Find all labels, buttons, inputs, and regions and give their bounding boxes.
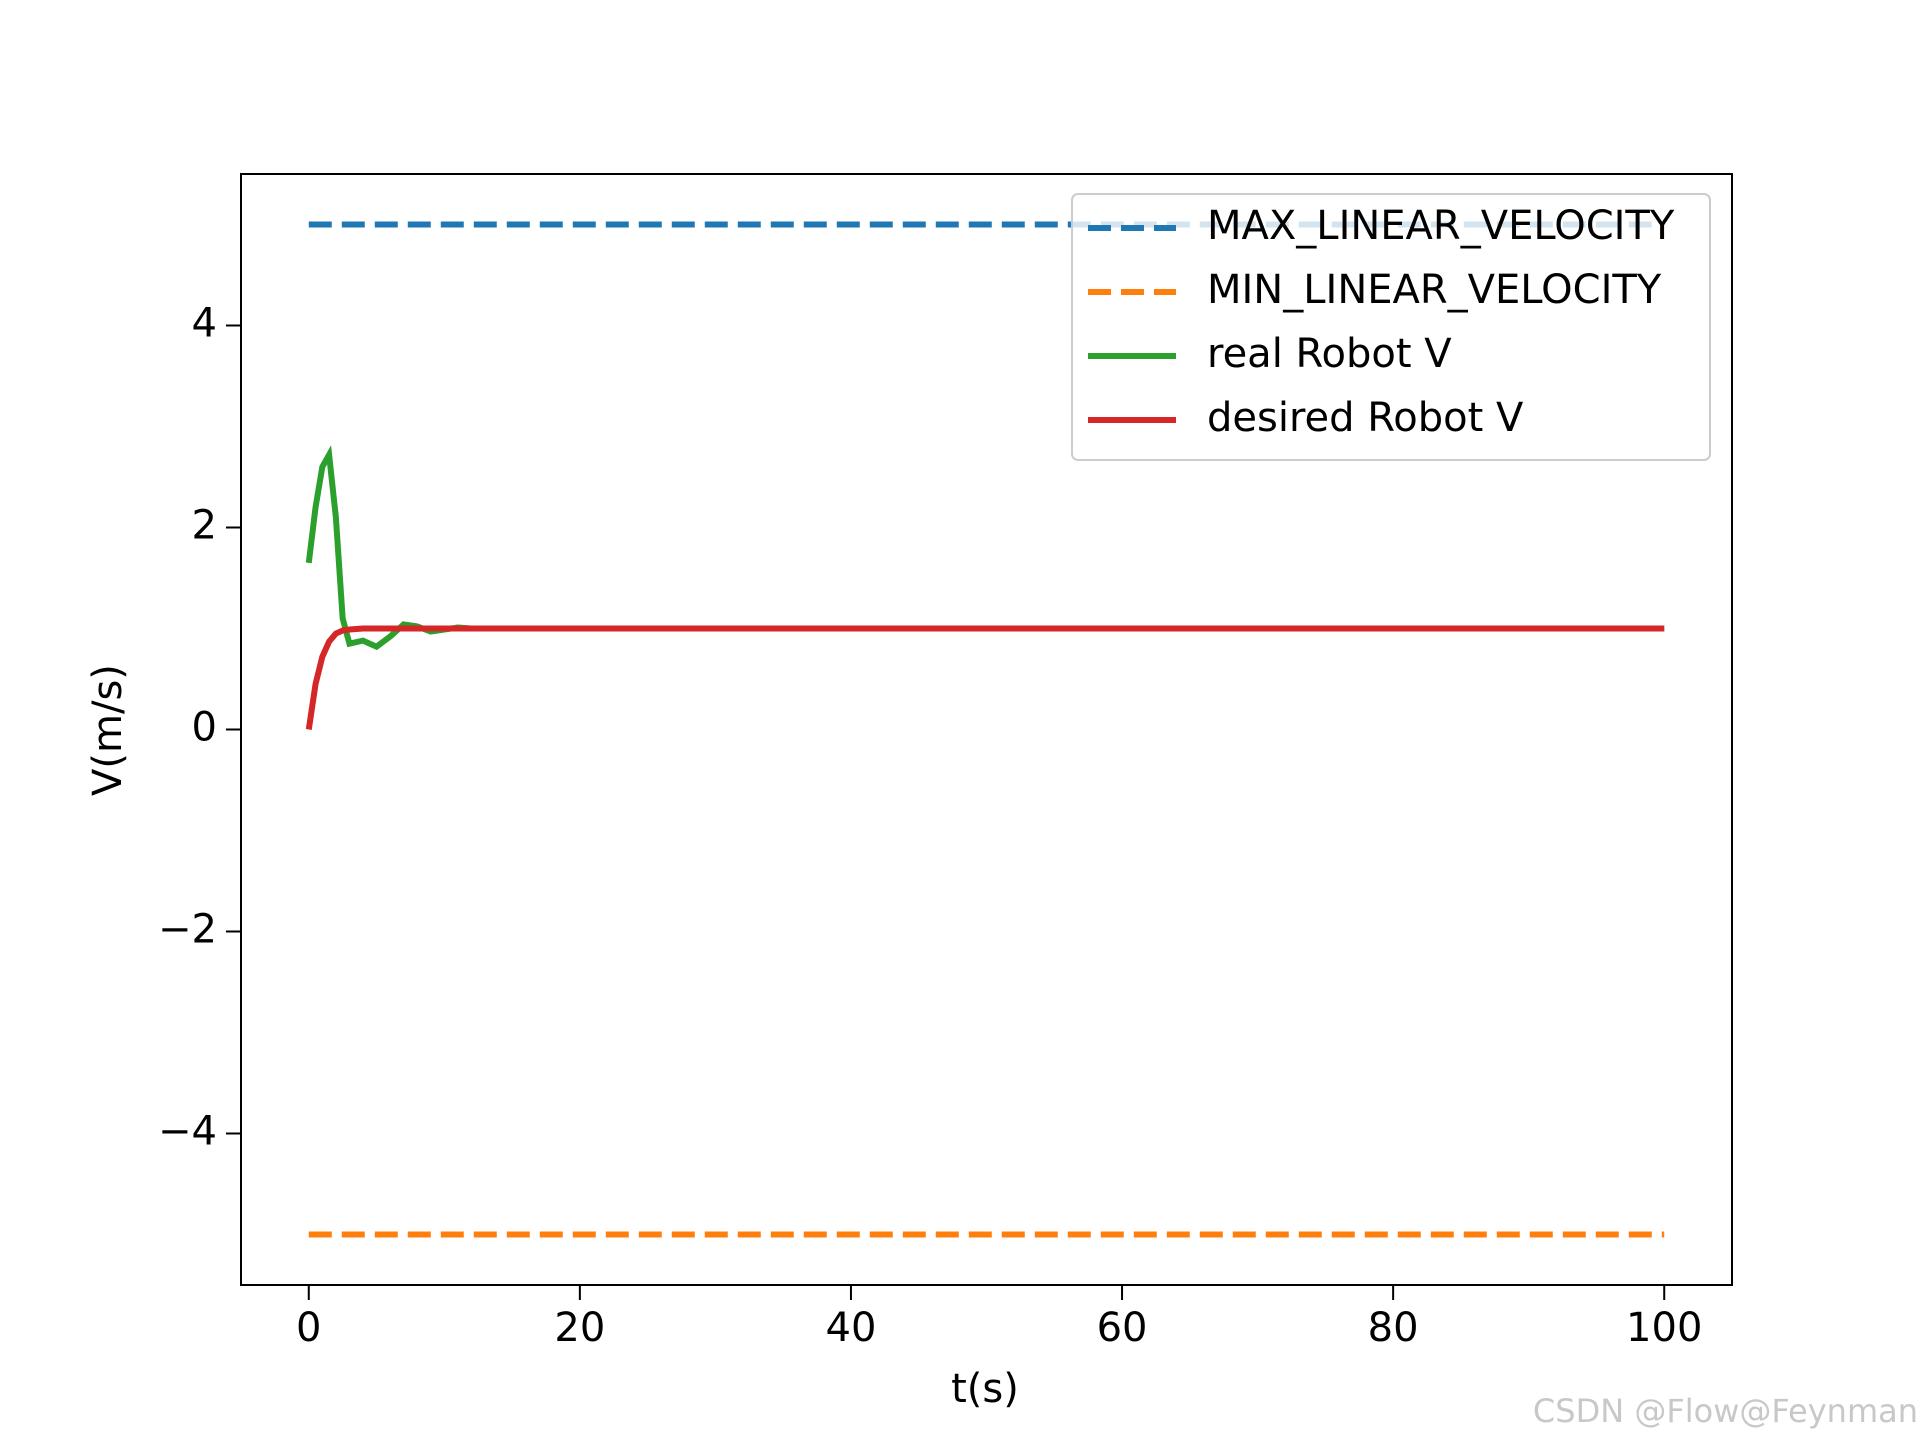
legend-label: MAX_LINEAR_VELOCITY: [1207, 203, 1675, 249]
x-axis-label: t(s): [951, 1366, 1019, 1412]
y-axis-label: V(m/s): [85, 664, 131, 796]
legend-box: [1071, 193, 1711, 461]
y-tick-label: −2: [158, 907, 217, 953]
x-tick-label: 20: [554, 1305, 605, 1351]
x-tick-label: 0: [296, 1305, 321, 1351]
x-tick-label: 60: [1097, 1305, 1148, 1351]
legend-label: desired Robot V: [1207, 395, 1524, 441]
series-line: [305, 625, 1665, 730]
x-tick-label: 100: [1626, 1305, 1702, 1351]
legend-label: MIN_LINEAR_VELOCITY: [1207, 267, 1662, 313]
y-tick-label: 4: [192, 301, 217, 347]
plot-frame: [240, 173, 1733, 1286]
y-tick-label: −4: [158, 1109, 217, 1155]
y-tick-label: 2: [192, 503, 217, 549]
y-tick-label: 0: [192, 705, 217, 751]
watermark: CSDN @Flow@Feynman: [1533, 1392, 1918, 1430]
x-tick-label: 40: [826, 1305, 877, 1351]
x-tick-label: 80: [1368, 1305, 1419, 1351]
legend-label: real Robot V: [1207, 331, 1452, 377]
